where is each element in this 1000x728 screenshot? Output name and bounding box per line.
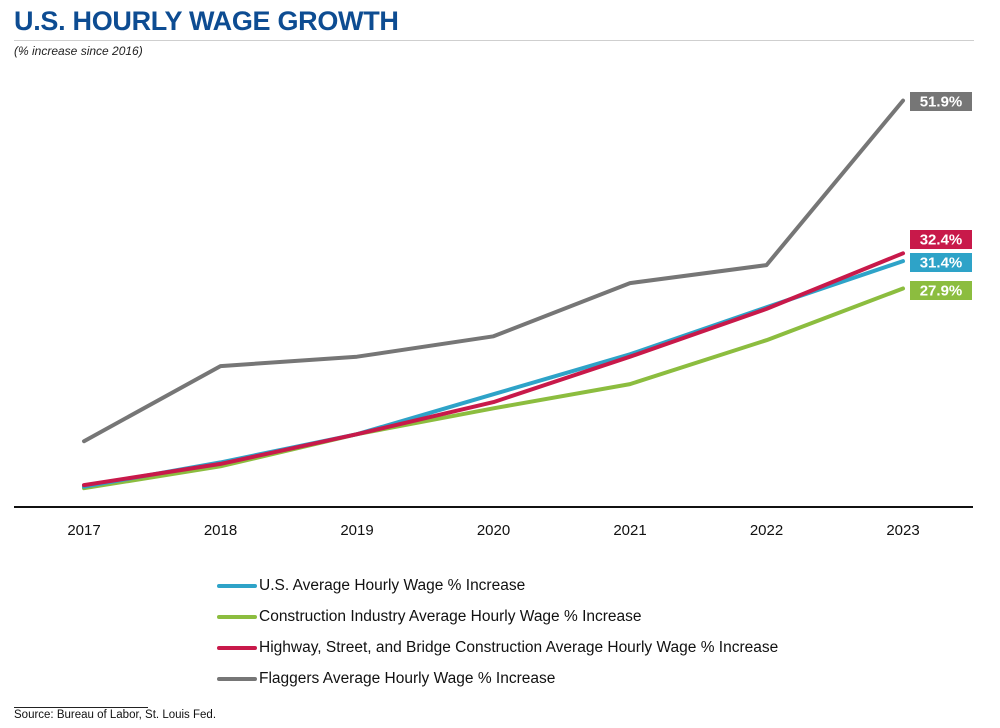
end-labels: 31.4% 27.9% 32.4% 51.9% xyxy=(910,92,972,300)
source-note: Source: Bureau of Labor, St. Louis Fed. xyxy=(14,709,217,721)
source-divider xyxy=(14,707,148,708)
series-line-highway xyxy=(82,251,905,488)
x-tick-label: 2018 xyxy=(204,522,237,539)
series-line-construction xyxy=(82,286,905,491)
x-tick-labels: 2017 2018 2019 2020 2021 2022 2023 xyxy=(67,522,919,539)
legend-swatch-highway xyxy=(217,645,257,650)
end-label-us-average: 31.4% xyxy=(920,255,963,272)
line-chart: 2017 2018 2019 2020 2021 2022 2023 31.4%27.9%3… xyxy=(14,92,973,539)
legend-item-flaggers: Flaggers Average Hourly Wage % Increase xyxy=(217,663,778,694)
legend-label: U.S. Average Hourly Wage % Increase xyxy=(259,576,526,594)
chart-title: U.S. HOURLY WAGE GROWTH xyxy=(14,6,399,36)
end-label-highway: 32.4% xyxy=(920,232,963,249)
chart-subtitle: (% increase since 2016) xyxy=(14,44,143,58)
end-label-flaggers: 51.9% xyxy=(920,94,963,111)
legend-label: Construction Industry Average Hourly Wag… xyxy=(259,607,642,625)
x-tick-label: 2019 xyxy=(340,522,373,539)
series-lines xyxy=(82,98,905,491)
legend: U.S. Average Hourly Wage % Increase Cons… xyxy=(217,570,778,694)
end-label-box-us-average xyxy=(910,253,972,272)
x-tick-label: 2020 xyxy=(477,522,510,539)
end-label-box-construction xyxy=(910,281,972,300)
legend-swatch-flaggers xyxy=(217,676,257,681)
end-label-construction: 27.9% xyxy=(920,283,963,300)
x-tick-label: 2021 xyxy=(613,522,646,539)
legend-item-us-average: U.S. Average Hourly Wage % Increase xyxy=(217,570,778,601)
legend-item-highway: Highway, Street, and Bridge Construction… xyxy=(217,632,778,663)
end-label-box-highway xyxy=(910,230,972,249)
legend-label: Flaggers Average Hourly Wage % Increase xyxy=(259,669,556,687)
x-tick-label: 2017 xyxy=(67,522,100,539)
series-line-flaggers xyxy=(82,98,905,444)
legend-label: Highway, Street, and Bridge Construction… xyxy=(259,638,779,656)
title-divider xyxy=(14,40,974,41)
legend-item-construction: Construction Industry Average Hourly Wag… xyxy=(217,601,778,632)
x-tick-label: 2023 xyxy=(886,522,919,539)
legend-swatch-us-average xyxy=(217,583,257,588)
legend-swatch-construction xyxy=(217,614,257,619)
x-tick-label: 2022 xyxy=(750,522,783,539)
end-label-box-flaggers xyxy=(910,92,972,111)
